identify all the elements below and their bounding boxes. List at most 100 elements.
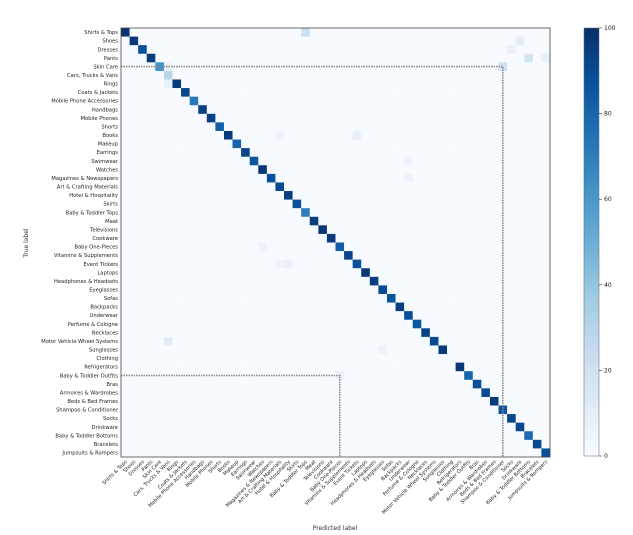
heatmap-cell [275,388,285,398]
heatmap-cell [206,182,216,192]
heatmap-cell [206,422,216,432]
y-tick-label: Mobile Phone Accessories [51,99,118,105]
heatmap-cell [498,53,508,63]
heatmap-cell [429,53,439,63]
heatmap-cell [318,276,328,286]
heatmap-cell [309,448,319,458]
heatmap-cell [223,448,233,458]
heatmap-cell [258,251,268,260]
heatmap-cell [284,216,293,226]
heatmap-cell [447,105,456,115]
heatmap-cell [155,156,165,166]
heatmap-cell [266,28,276,37]
heatmap-cell [361,139,371,149]
heatmap-cell [507,139,516,149]
heatmap-cell [301,302,311,312]
heatmap-cell [412,79,422,89]
heatmap-cell [515,139,525,149]
heatmap-cell [378,28,388,37]
heatmap-cell [361,130,371,140]
heatmap-cell [309,28,319,37]
heatmap-cell [361,216,371,226]
heatmap-cell [541,45,551,55]
heatmap-cell [241,328,250,338]
heatmap-cell [146,311,156,321]
heatmap-cell [326,122,336,132]
heatmap-cell [532,414,542,423]
heatmap-cell [541,293,551,303]
heatmap-cell [412,45,422,55]
heatmap-cell [369,439,379,449]
heatmap-cell [206,156,216,166]
heatmap-cell [138,216,148,226]
heatmap-cell [541,88,551,97]
heatmap-cell [489,79,499,89]
heatmap-cell [223,122,233,132]
heatmap-cell [292,96,302,106]
heatmap-cell [421,448,431,458]
heatmap-cell [121,405,130,415]
heatmap-cell [369,173,379,183]
heatmap-cell [498,336,508,346]
heatmap-cell [326,191,336,200]
heatmap-cell [301,233,311,243]
heatmap-cell [395,396,405,406]
heatmap-cell [181,53,190,63]
heatmap-cell [344,96,353,106]
heatmap-cell [361,336,371,346]
heatmap-cell [146,122,156,132]
heatmap-cell [198,328,208,338]
heatmap-cell [404,388,414,398]
heatmap-cell [404,379,414,389]
heatmap-cell [198,293,208,303]
heatmap-cell [198,431,208,441]
heatmap-cell [438,371,448,381]
heatmap-cell [404,216,414,226]
heatmap-cell [369,311,379,321]
heatmap-cell [223,293,233,303]
heatmap-cell [138,285,148,295]
heatmap-cell [223,216,233,226]
heatmap-cell [241,302,250,312]
heatmap-cell [515,293,525,303]
heatmap-cell [386,191,396,200]
heatmap-cell [378,242,388,252]
heatmap-cell [266,388,276,398]
heatmap-cell [172,328,182,338]
heatmap-cell [352,70,362,80]
heatmap-cell [232,208,242,218]
heatmap-cell [249,88,259,97]
heatmap-cell [524,388,534,398]
heatmap-cell [489,28,499,37]
heatmap-cell [472,70,482,80]
heatmap-cell [438,405,448,415]
heatmap-cell [215,285,225,295]
heatmap-cell [369,182,379,192]
heatmap-cell [489,302,499,312]
heatmap-cell [181,371,190,381]
heatmap-cell [404,336,414,346]
heatmap-cell [215,319,225,329]
heatmap-cell [266,182,276,192]
heatmap-cell [318,268,328,278]
heatmap-cell [146,96,156,106]
y-tick-label: Baby One-Pieces [74,245,118,251]
heatmap-cell [352,165,362,175]
heatmap-cell [172,345,182,355]
heatmap-cell [129,293,139,303]
heatmap-cell [386,36,396,46]
heatmap-cell [481,156,491,166]
heatmap-cell [464,431,474,441]
heatmap-cell [472,96,482,106]
heatmap-cell [258,156,268,166]
heatmap-cell [232,268,242,278]
heatmap-cell [301,396,311,406]
heatmap-cell [489,336,499,346]
heatmap-cell [129,379,139,389]
heatmap-cell [438,439,448,449]
heatmap-cell [163,53,173,63]
heatmap-cell [429,122,439,132]
heatmap-cell [163,173,173,183]
heatmap-cell [464,122,474,132]
heatmap-cell [369,371,379,381]
